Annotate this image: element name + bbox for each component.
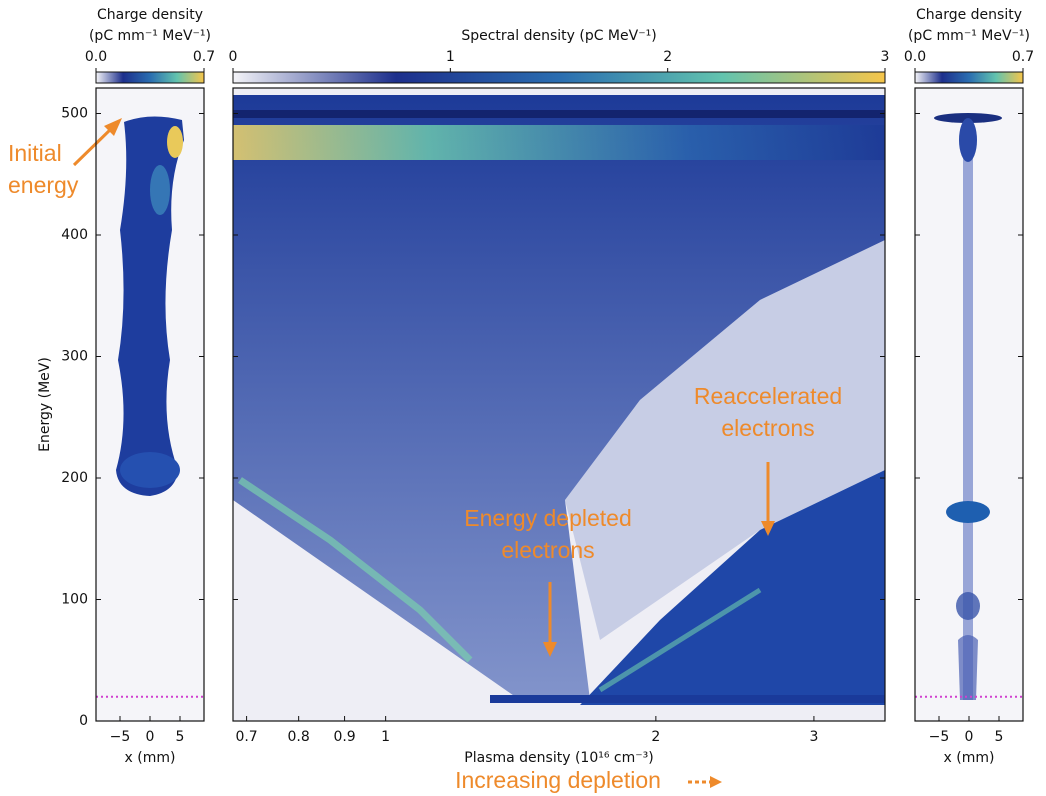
y-tick-label: 300: [61, 349, 88, 365]
x-tick-label: −5: [110, 729, 131, 745]
arrow-head: [104, 118, 122, 136]
image-band: [490, 695, 885, 703]
arrow-head: [761, 521, 775, 536]
annotation: Increasing depletion: [455, 767, 661, 793]
x-tick-label: 3: [809, 729, 818, 745]
image-streak: [598, 587, 762, 693]
x-tick-label: 1: [381, 729, 390, 745]
x-axis-label: Plasma density (10¹⁶ cm⁻³): [464, 750, 653, 766]
x-axis-label: x (mm): [944, 750, 995, 766]
y-tick-label: 100: [61, 592, 88, 608]
left-image: [96, 88, 204, 721]
colorbar-label: Charge density: [97, 7, 203, 23]
colorbar-tick-label: 2: [663, 49, 672, 65]
arrow-head: [543, 642, 557, 657]
plot-frame: [95, 87, 205, 722]
arrow: [72, 124, 116, 167]
colorbar: [95, 71, 205, 84]
colorbar-tick-label: 0: [229, 49, 238, 65]
colorbar-tick-label: 3: [881, 49, 890, 65]
colorbar-tick-label: 1: [446, 49, 455, 65]
x-tick-label: 0: [965, 729, 974, 745]
y-tick-label: 0: [79, 713, 88, 729]
image-blob: [946, 501, 990, 523]
y-tick-label: 400: [61, 227, 88, 243]
y-tick-label: 200: [61, 470, 88, 486]
image-blob: [120, 452, 180, 488]
plot-frame: [914, 87, 1024, 722]
image-region: [580, 470, 885, 705]
arrow-head: [710, 776, 722, 788]
annotation: energy: [8, 172, 79, 198]
image-hotspot: [150, 165, 170, 215]
y-tick-label: 500: [61, 106, 88, 122]
image-band: [233, 110, 885, 118]
image-hotspot: [167, 126, 183, 158]
x-tick-label: 2: [651, 729, 660, 745]
annotation: Reaccelerated: [694, 383, 842, 409]
x-tick-label: 0.9: [333, 729, 355, 745]
plot-frame: [232, 87, 886, 722]
center-image: [233, 88, 885, 721]
y-axis-label: Energy (MeV): [37, 357, 53, 452]
x-tick-label: 5: [176, 729, 185, 745]
image-blob: [116, 116, 184, 496]
colorbar: [232, 71, 886, 84]
image-region: [233, 95, 885, 700]
x-tick-label: 0.8: [288, 729, 310, 745]
x-tick-label: 0.7: [235, 729, 257, 745]
annotation: Energy depleted: [464, 505, 632, 531]
image-band: [233, 125, 885, 160]
colorbar-label: Spectral density (pC MeV⁻¹): [461, 28, 656, 44]
colorbar-tick-label: 0.7: [1012, 49, 1034, 65]
annotation: electrons: [721, 415, 814, 441]
image-blob: [958, 635, 978, 700]
colorbar-label: Charge density: [916, 7, 1022, 23]
x-tick-label: 5: [995, 729, 1004, 745]
colorbar-tick-label: 0.0: [85, 49, 107, 65]
x-tick-label: −5: [929, 729, 950, 745]
image-blob: [956, 592, 980, 620]
image-beam: [963, 115, 973, 700]
image-region: [565, 240, 885, 640]
x-axis-label: x (mm): [125, 750, 176, 766]
colorbar-label: (pC mm⁻¹ MeV⁻¹): [908, 28, 1030, 44]
image-streak: [238, 477, 473, 663]
colorbar-label: (pC mm⁻¹ MeV⁻¹): [89, 28, 211, 44]
colorbar-tick-label: 0.7: [193, 49, 215, 65]
annotation: Initial: [8, 140, 62, 166]
right-image: [915, 88, 1023, 721]
image-blob: [959, 118, 977, 162]
x-tick-label: 0: [146, 729, 155, 745]
colorbar-tick-label: 0.0: [904, 49, 926, 65]
annotation: electrons: [501, 537, 594, 563]
colorbar: [914, 71, 1024, 84]
arrows: [72, 118, 775, 788]
